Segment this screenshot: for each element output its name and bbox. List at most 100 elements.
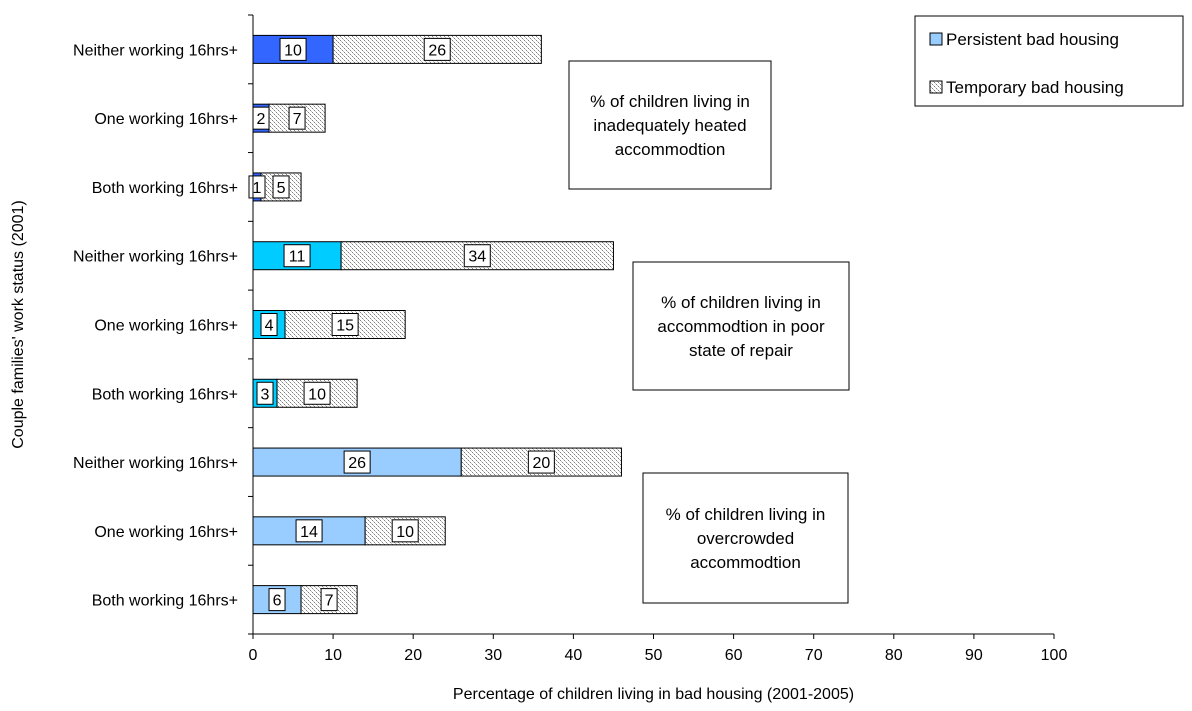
legend-box xyxy=(914,15,1184,107)
annotation-box xyxy=(568,60,772,190)
data-label-persistent: 4 xyxy=(260,313,278,336)
data-label-value: 7 xyxy=(325,593,334,610)
legend-swatch-persistent xyxy=(929,32,943,46)
x-tick-label: 0 xyxy=(249,647,258,664)
data-label-box xyxy=(463,244,491,268)
data-label-temporary: 20 xyxy=(527,450,555,474)
data-label-value: 5 xyxy=(277,180,286,197)
annotation-line: % of children living in xyxy=(661,293,821,312)
data-label-value: 14 xyxy=(300,524,318,541)
legend-swatch-temporary xyxy=(929,80,943,94)
data-label-value: 10 xyxy=(396,524,414,541)
data-label-temporary: 7 xyxy=(320,588,338,612)
data-label-value: 2 xyxy=(257,111,266,128)
data-labels-group: 10 26 2 7 1 5 11 34 4 15 3 10 26 20 14 10 6 7 xyxy=(248,37,555,612)
data-label-value: 1 xyxy=(253,180,262,197)
data-label-temporary: 10 xyxy=(303,381,331,405)
data-label-persistent: 6 xyxy=(268,588,286,612)
group-annotations: % of children living in inadequately heat… xyxy=(568,60,850,604)
data-label-persistent: 2 xyxy=(252,106,270,130)
category-label: Both working 16hrs+ xyxy=(92,593,238,610)
group-annotation: % of children living in accommodtion in p… xyxy=(632,261,850,391)
x-tick-label: 100 xyxy=(1041,647,1068,664)
y-axis-title: Couple families' work status (2001) xyxy=(10,200,27,449)
data-label-box xyxy=(279,37,307,61)
data-label-box xyxy=(331,313,359,336)
y-axis-ticks: Neither working 16hrs+ One working 16hrs+… xyxy=(73,14,253,635)
x-tick-label: 10 xyxy=(324,647,342,664)
category-label: Neither working 16hrs+ xyxy=(73,455,238,472)
annotation-line: % of children living in xyxy=(666,505,826,524)
data-label-box xyxy=(272,175,290,199)
category-label: Both working 16hrs+ xyxy=(92,386,238,403)
data-label-value: 10 xyxy=(284,42,302,59)
data-label-box xyxy=(260,313,278,336)
category-label: One working 16hrs+ xyxy=(94,111,238,128)
data-label-value: 3 xyxy=(261,386,270,403)
data-label-value: 26 xyxy=(428,42,446,59)
group-annotation: % of children living in inadequately heat… xyxy=(568,60,772,190)
data-label-persistent: 26 xyxy=(343,450,371,474)
data-label-box xyxy=(320,588,338,612)
annotation-line: inadequately heated xyxy=(593,116,746,135)
x-axis-ticks: 0 10 20 30 40 50 60 70 80 90 100 xyxy=(249,634,1068,664)
data-label-value: 4 xyxy=(265,318,274,335)
data-label-box xyxy=(343,450,371,474)
data-label-persistent: 1 xyxy=(248,175,266,199)
data-label-value: 10 xyxy=(308,386,326,403)
data-label-box xyxy=(283,244,311,268)
data-label-temporary: 15 xyxy=(331,313,359,336)
data-label-persistent: 11 xyxy=(283,244,311,268)
data-label-temporary: 34 xyxy=(463,244,491,268)
data-label-value: 7 xyxy=(293,111,302,128)
data-label-box xyxy=(295,519,323,543)
annotation-line: accommodtion in poor xyxy=(657,317,825,336)
data-label-temporary: 10 xyxy=(391,519,419,543)
legend: Persistent bad housing Temporary bad hou… xyxy=(914,15,1184,107)
legend-label-persistent: Persistent bad housing xyxy=(946,30,1119,49)
x-tick-label: 70 xyxy=(805,647,823,664)
category-label: One working 16hrs+ xyxy=(94,524,238,541)
annotation-line: accommodtion xyxy=(615,140,726,159)
data-label-temporary: 5 xyxy=(272,175,290,199)
data-label-box xyxy=(303,381,331,405)
category-label: Neither working 16hrs+ xyxy=(73,42,238,59)
annotation-line: state of repair xyxy=(689,341,793,360)
data-label-box xyxy=(391,519,419,543)
x-tick-label: 30 xyxy=(484,647,502,664)
group-annotation: % of children living in overcrowded accomm… xyxy=(642,472,849,604)
data-label-box xyxy=(288,106,306,130)
category-label: Neither working 16hrs+ xyxy=(73,249,238,266)
x-tick-label: 80 xyxy=(885,647,903,664)
data-label-persistent: 10 xyxy=(279,37,307,61)
x-tick-label: 90 xyxy=(965,647,983,664)
x-axis-title: Percentage of children living in bad hou… xyxy=(453,686,854,703)
data-label-value: 20 xyxy=(532,455,550,472)
category-label: Both working 16hrs+ xyxy=(92,180,238,197)
x-tick-label: 50 xyxy=(645,647,663,664)
data-label-persistent: 14 xyxy=(295,519,323,543)
data-label-box xyxy=(256,381,274,405)
data-label-value: 6 xyxy=(273,593,282,610)
annotation-line: accommodtion xyxy=(690,553,801,572)
data-label-value: 11 xyxy=(289,249,306,266)
data-label-box xyxy=(268,588,286,612)
data-label-value: 15 xyxy=(336,318,354,335)
data-label-value: 26 xyxy=(348,455,366,472)
annotation-box xyxy=(632,261,850,391)
data-label-box xyxy=(527,450,555,474)
annotation-box xyxy=(642,472,849,604)
legend-label-temporary: Temporary bad housing xyxy=(946,78,1124,97)
x-tick-label: 40 xyxy=(565,647,583,664)
annotation-line: overcrowded xyxy=(697,529,794,548)
annotation-line: % of children living in xyxy=(590,92,750,111)
data-label-value: 34 xyxy=(468,249,486,266)
x-tick-label: 20 xyxy=(404,647,422,664)
category-label: One working 16hrs+ xyxy=(94,318,238,335)
x-tick-label: 60 xyxy=(725,647,743,664)
data-label-persistent: 3 xyxy=(256,381,274,405)
data-label-box xyxy=(423,37,451,61)
data-label-temporary: 7 xyxy=(288,106,306,130)
data-label-temporary: 26 xyxy=(423,37,451,61)
